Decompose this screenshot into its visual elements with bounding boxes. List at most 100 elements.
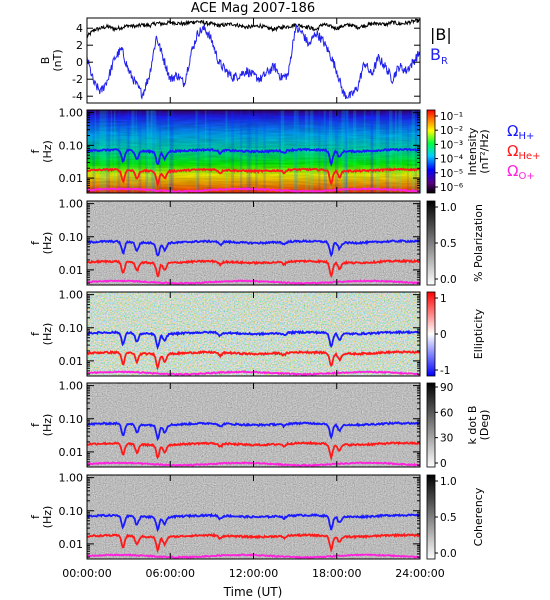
colorbar-tick-label: 10⁻⁴ (440, 154, 463, 166)
colorbar-intensity (426, 109, 436, 194)
y-tick-label: 0.01 (59, 355, 84, 368)
gyro-line-heplus (86, 440, 421, 462)
spectrogram-band (135, 110, 137, 193)
colorbar-tick-label: -1 (440, 365, 450, 377)
colorbar-tick-label: 60 (440, 407, 453, 419)
figure-title: ACE Mag 2007-186 (191, 1, 315, 16)
y-tick-label: 4 (76, 22, 83, 35)
colorbar-kdotb (426, 382, 436, 468)
gyro-legend-entry: ΩO+ (507, 162, 535, 182)
y-tick-label: 0.10 (59, 322, 84, 335)
spectrogram-band (102, 110, 107, 193)
spectrogram-band (294, 110, 298, 193)
x-tick-label: 00:00:00 (62, 567, 111, 580)
colorbar-label: % Polarization (472, 204, 485, 282)
colorbar-tick-label: 1.0 (440, 476, 457, 488)
x-axis-label: Time (UT) (223, 585, 283, 599)
y-tick-label: -2 (72, 73, 83, 86)
spectrogram-band (204, 110, 207, 193)
colorbar-tick-label: 0 (440, 458, 447, 470)
y-axis-label: f(Hz) (29, 323, 54, 346)
gyro-line-heplus (86, 167, 421, 189)
series-line-br (86, 23, 421, 100)
colorbar-tick-label: 10⁻⁶ (440, 182, 463, 194)
colorbar-tick-label: 1 (440, 293, 447, 305)
spectrogram-band (395, 110, 397, 193)
colorbar-label: k dot B(Deg) (466, 406, 491, 445)
spectrogram-band (329, 110, 331, 193)
y-axis-label: f(Hz) (29, 232, 54, 255)
y-tick-label: 0.10 (59, 413, 84, 426)
spectrogram-band (385, 110, 390, 193)
y-tick-label: 0.01 (59, 172, 84, 185)
spectrogram-band (106, 110, 108, 193)
y-tick-label: 0.10 (59, 139, 84, 152)
gyro-line-hplus (86, 147, 420, 167)
colorbar-tick-label: 10⁻¹ (440, 111, 463, 123)
y-tick-label: 0.01 (59, 446, 84, 459)
spectrogram-band (99, 110, 103, 193)
y-tick-label: 1.00 (59, 198, 84, 211)
legend-entry: |B| (430, 25, 452, 44)
spectrogram-band (106, 110, 111, 193)
colorbar-tick-label: 10⁻² (440, 125, 463, 137)
y-axis-label: f(Hz) (29, 140, 54, 163)
gyro-line-hplus (86, 238, 421, 258)
colorbar-polarization (426, 200, 436, 286)
spectrogram-band (94, 110, 96, 193)
spectrogram-band (113, 110, 116, 193)
colorbar-coherency (426, 474, 436, 560)
panel-frame-field (86, 17, 421, 104)
gyro-line-heplus (86, 532, 421, 553)
y-tick-label: 2 (76, 39, 83, 52)
y-tick-label: 0.10 (59, 231, 84, 244)
gyro-legend-entry: ΩH+ (507, 122, 534, 142)
y-axis-label: f(Hz) (29, 414, 54, 437)
gyro-line-hplus (86, 421, 421, 442)
y-tick-label: 0.01 (59, 538, 84, 551)
spectrogram-band (92, 110, 96, 193)
spectrogram-band (331, 110, 333, 193)
colorbar-tick-label: 0 (440, 329, 447, 341)
colorbar-tick-label: 30 (440, 433, 453, 445)
colorbar-ellipticity (426, 291, 436, 377)
spectrogram-band (318, 110, 321, 193)
y-axis-label: B(nT) (39, 49, 64, 71)
legend-entry: BR (430, 45, 448, 67)
spectrogram-band (110, 110, 113, 193)
spectrogram-band (297, 110, 299, 193)
x-tick-label: 06:00:00 (146, 567, 195, 580)
gyro-legend-entry: ΩHe+ (507, 142, 541, 162)
spectrogram-band (309, 110, 312, 193)
spectrogram-band (398, 110, 402, 193)
y-tick-label: 0 (76, 56, 83, 69)
y-tick-label: 1.00 (59, 472, 84, 485)
y-axis-label: f(Hz) (29, 506, 54, 529)
spectrogram-band (389, 110, 393, 193)
colorbar-tick-label: 0.0 (440, 274, 457, 286)
gyro-line-heplus (86, 258, 421, 279)
colorbar-label: Intensity(nT²/Hz) (466, 127, 491, 175)
colorbar-label: Coherency (472, 487, 485, 546)
series-line-b (86, 18, 421, 39)
y-tick-label: 1.00 (59, 380, 84, 393)
y-tick-label: -4 (72, 90, 83, 103)
spectrogram-band (311, 110, 314, 193)
colorbar-tick-label: 10⁻⁵ (440, 168, 463, 180)
y-tick-label: 0.10 (59, 505, 84, 518)
colorbar-label: Ellipticity (472, 308, 485, 359)
x-tick-label: 24:00:00 (395, 567, 444, 580)
colorbar-tick-label: 90 (440, 382, 453, 394)
gyro-line-heplus (86, 349, 421, 371)
y-tick-label: 0.01 (59, 264, 84, 277)
spectrogram-band (407, 110, 409, 193)
x-tick-label: 18:00:00 (312, 567, 361, 580)
spectrogram-band (158, 110, 162, 193)
y-tick-label: 1.00 (59, 107, 84, 120)
y-tick-label: 1.00 (59, 289, 84, 302)
gyro-line-hplus (86, 329, 421, 351)
spectrogram-band (411, 110, 415, 193)
colorbar-tick-label: 0.0 (440, 548, 457, 560)
spectrogram-band (293, 110, 297, 193)
